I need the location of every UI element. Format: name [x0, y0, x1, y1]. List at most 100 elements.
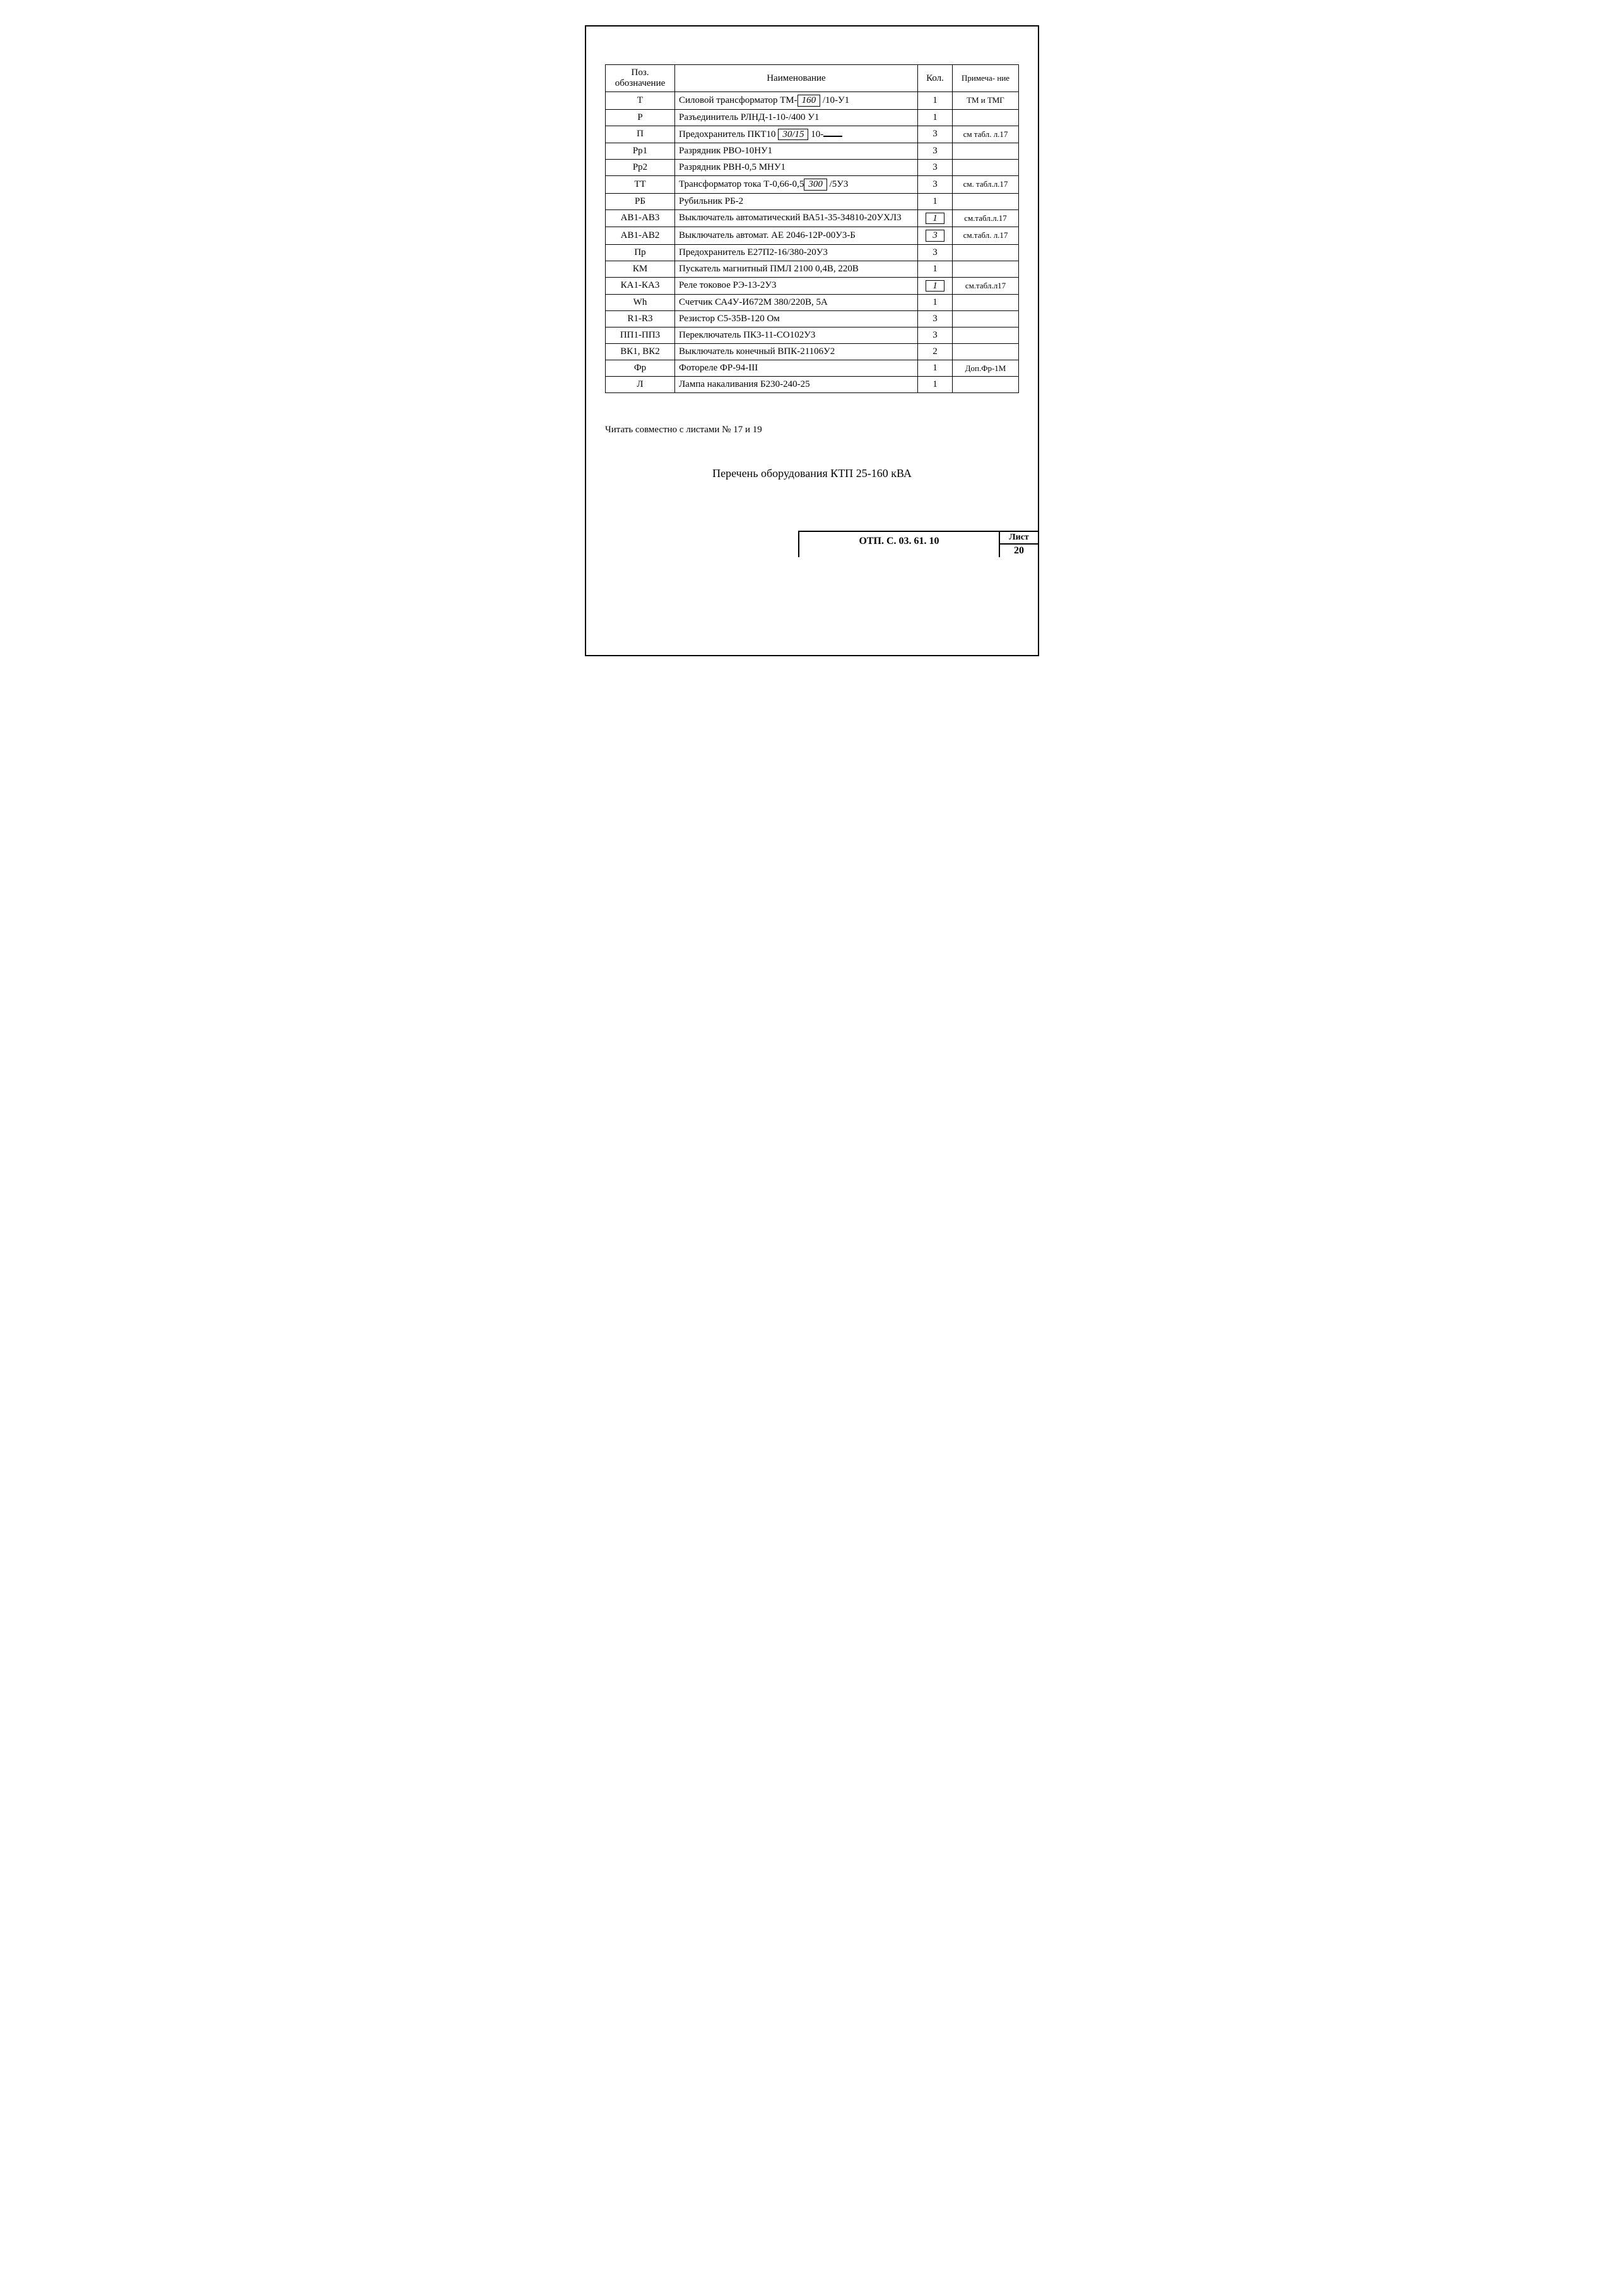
cell-qty: 3: [918, 311, 953, 327]
cell-pos: Wh: [606, 295, 675, 311]
table-row: КА1-КА3Реле токовое РЭ-13-2У3 1 см.табл.л1…: [606, 277, 1019, 295]
cell-note: [953, 160, 1019, 176]
document-code: ОТП. С. 03. 61. 10: [799, 532, 1000, 557]
cell-note: [953, 109, 1019, 126]
document-page: Поз. обозначение Наименование Кол. Приме…: [585, 25, 1039, 656]
cell-name: Выключатель автомат. АЕ 2046-12Р-00У3-Б: [675, 227, 918, 245]
cell-note: [953, 327, 1019, 344]
cell-name: Разъединитель РЛНД-1-10-/400 У1: [675, 109, 918, 126]
cell-pos: Фр: [606, 360, 675, 377]
table-row: R1-R3Резистор С5-35В-120 Ом3: [606, 311, 1019, 327]
cell-note: см. табл.л.17: [953, 176, 1019, 194]
cell-pos: Рр1: [606, 143, 675, 160]
cell-qty: 1: [918, 277, 953, 295]
cell-name: Рубильник РБ-2: [675, 193, 918, 209]
cell-qty: 1: [918, 377, 953, 393]
cell-name: Счетчик СА4У-И672М 380/220В, 5А: [675, 295, 918, 311]
equipment-table: Поз. обозначение Наименование Кол. Приме…: [605, 64, 1019, 393]
cell-qty: 3: [918, 327, 953, 344]
footnote-text: Читать совместно с листами № 17 и 19: [605, 425, 1019, 435]
cell-pos: Пр: [606, 244, 675, 261]
handwritten-qty: 1: [926, 213, 944, 225]
sheet-label: Лист: [1000, 532, 1038, 545]
cell-note: см.табл.л17: [953, 277, 1019, 295]
cell-pos: ТТ: [606, 176, 675, 194]
cell-name: Разрядник РВН-0,5 МНУ1: [675, 160, 918, 176]
table-row: РБРубильник РБ-21: [606, 193, 1019, 209]
cell-pos: Т: [606, 92, 675, 110]
handwritten-value: 30/15: [778, 129, 808, 141]
cell-qty: 2: [918, 344, 953, 360]
col-header-pos: Поз. обозначение: [606, 65, 675, 92]
cell-pos: ПП1-ПП3: [606, 327, 675, 344]
col-header-qty: Кол.: [918, 65, 953, 92]
cell-name: Трансформатор тока Т-0,66-0,5300 /5У3: [675, 176, 918, 194]
cell-note: [953, 193, 1019, 209]
table-row: КМПускатель магнитный ПМЛ 2100 0,4В, 220…: [606, 261, 1019, 277]
col-header-name: Наименование: [675, 65, 918, 92]
cell-qty: 3: [918, 143, 953, 160]
cell-note: [953, 344, 1019, 360]
cell-qty: 3: [918, 244, 953, 261]
cell-note: [953, 295, 1019, 311]
cell-note: [953, 261, 1019, 277]
cell-name: Выключатель конечный ВПК-21106У2: [675, 344, 918, 360]
cell-name: Лампа накаливания Б230-240-25: [675, 377, 918, 393]
table-row: Рр2Разрядник РВН-0,5 МНУ13: [606, 160, 1019, 176]
cell-note: Доп.Фр-1М: [953, 360, 1019, 377]
title-block-stamp: ОТП. С. 03. 61. 10 Лист 20: [798, 531, 1038, 557]
table-body: ТСиловой трансформатор ТМ-160 /10-У11ТМ …: [606, 92, 1019, 393]
cell-name: Предохранитель ПКТ10 30/15 10-: [675, 126, 918, 143]
cell-pos: АВ1-АВ3: [606, 209, 675, 227]
cell-qty: 3: [918, 176, 953, 194]
cell-note: см табл. л.17: [953, 126, 1019, 143]
cell-pos: РБ: [606, 193, 675, 209]
table-header-row: Поз. обозначение Наименование Кол. Приме…: [606, 65, 1019, 92]
cell-name: Силовой трансформатор ТМ-160 /10-У1: [675, 92, 918, 110]
cell-qty: 3: [918, 160, 953, 176]
handwritten-value: 160: [797, 95, 821, 107]
cell-qty: 1: [918, 360, 953, 377]
table-row: ППредохранитель ПКТ10 30/15 10- 3см табл…: [606, 126, 1019, 143]
cell-note: [953, 143, 1019, 160]
cell-note: [953, 311, 1019, 327]
cell-qty: 1: [918, 209, 953, 227]
cell-pos: Рр2: [606, 160, 675, 176]
cell-qty: 3: [918, 126, 953, 143]
cell-pos: КА1-КА3: [606, 277, 675, 295]
cell-pos: ВК1, ВК2: [606, 344, 675, 360]
cell-note: см.табл.л.17: [953, 209, 1019, 227]
cell-pos: КМ: [606, 261, 675, 277]
table-row: ФрФотореле ФР-94-III1Доп.Фр-1М: [606, 360, 1019, 377]
handwritten-qty: 3: [926, 230, 944, 242]
table-row: ПП1-ПП3Переключатель ПК3-11-СО102У33: [606, 327, 1019, 344]
cell-note: ТМ и ТМГ: [953, 92, 1019, 110]
cell-qty: 1: [918, 109, 953, 126]
table-row: ТТТрансформатор тока Т-0,66-0,5300 /5У33…: [606, 176, 1019, 194]
table-row: АВ1-АВ3Выключатель автоматический ВА51-3…: [606, 209, 1019, 227]
table-row: Рр1Разрядник РВО-10НУ13: [606, 143, 1019, 160]
cell-pos: П: [606, 126, 675, 143]
col-header-note: Примеча- ние: [953, 65, 1019, 92]
cell-qty: 1: [918, 261, 953, 277]
cell-qty: 3: [918, 227, 953, 245]
cell-qty: 1: [918, 92, 953, 110]
table-row: ЛЛампа накаливания Б230-240-251: [606, 377, 1019, 393]
handwritten-value: 300: [804, 179, 827, 191]
cell-pos: R1-R3: [606, 311, 675, 327]
handwritten-qty: 1: [926, 280, 944, 292]
document-title: Перечень оборудования КТП 25-160 кВА: [605, 467, 1019, 480]
cell-note: см.табл. л.17: [953, 227, 1019, 245]
cell-name: Выключатель автоматический ВА51-35-34810…: [675, 209, 918, 227]
cell-pos: АВ1-АВ2: [606, 227, 675, 245]
cell-name: Предохранитель Е27П2-16/380-20У3: [675, 244, 918, 261]
cell-name: Резистор С5-35В-120 Ом: [675, 311, 918, 327]
cell-name: Реле токовое РЭ-13-2У3: [675, 277, 918, 295]
cell-pos: Л: [606, 377, 675, 393]
table-row: РРазъединитель РЛНД-1-10-/400 У11: [606, 109, 1019, 126]
handwritten-value: [823, 136, 842, 137]
sheet-box: Лист 20: [1000, 532, 1038, 557]
cell-pos: Р: [606, 109, 675, 126]
table-row: ПрПредохранитель Е27П2-16/380-20У33: [606, 244, 1019, 261]
cell-name: Разрядник РВО-10НУ1: [675, 143, 918, 160]
